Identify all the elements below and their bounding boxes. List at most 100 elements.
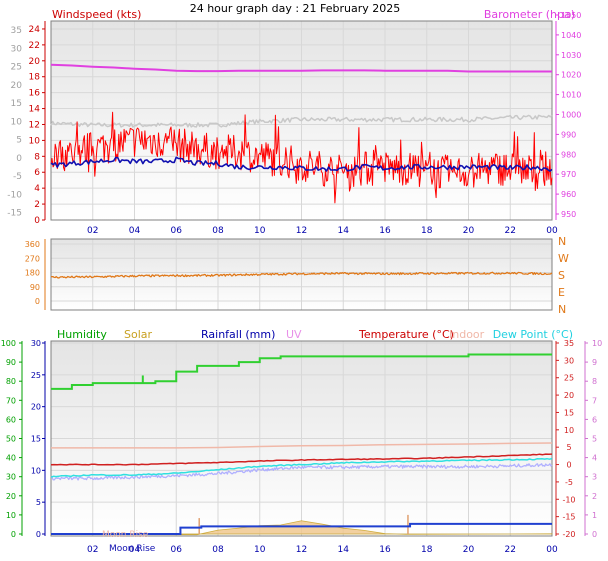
temperature-tick-label: 15 <box>564 408 574 417</box>
windspeed-tick-label: 0 <box>34 216 40 226</box>
grey-axis-tick: 20 <box>11 81 23 91</box>
wind-series-layer <box>50 63 553 204</box>
climate-series-layer <box>50 353 553 536</box>
uv-tick-label: 4 <box>592 454 597 463</box>
x-tick-label: 18 <box>421 545 433 555</box>
gust-grey-series <box>50 114 553 128</box>
x-tick-label: 18 <box>421 226 433 236</box>
x-tick-label: 06 <box>171 545 183 555</box>
temperature-tick-label: -10 <box>562 495 575 504</box>
grey-axis-tick: -10 <box>7 190 22 200</box>
rainfall-tick-label: 25 <box>31 371 41 380</box>
x-tick-label: 14 <box>338 545 350 555</box>
windspeed-tick-label: 10 <box>29 136 41 146</box>
uv-tick-label: 6 <box>592 415 597 424</box>
barometer-tick-label: 990 <box>561 130 576 139</box>
temperature-tick-label: 35 <box>564 339 574 348</box>
direction-series <box>50 271 553 279</box>
barometer-tick-label: 950 <box>561 210 576 219</box>
windspeed-tick-label: 8 <box>34 152 40 162</box>
direction-tick-label: 90 <box>30 283 40 292</box>
x-tick-label: 16 <box>379 226 391 236</box>
temperature-tick-label: 10 <box>564 426 574 435</box>
grey-axis-tick: 5 <box>16 136 22 146</box>
direction-tick-label: 360 <box>25 240 40 249</box>
temperature-tick-label: -20 <box>562 530 575 539</box>
grey-axis-tick: 15 <box>11 99 22 109</box>
x-tick-label: 10 <box>254 545 266 555</box>
grey-axis-tick: 30 <box>11 44 23 54</box>
x-tick-label: 00 <box>546 545 558 555</box>
temperature-tick-label: -15 <box>562 513 575 522</box>
x-tick-label: 16 <box>379 545 391 555</box>
direction-plot-frame <box>50 238 553 311</box>
moonrise-label: Moon Rise <box>109 544 156 554</box>
humidity-spike-mark <box>141 375 144 384</box>
uv-tick-label: 10 <box>592 339 602 348</box>
barometer-tick-label: 1010 <box>561 91 581 100</box>
direction-series-layer <box>50 271 553 279</box>
x-tick-label: 08 <box>212 226 224 236</box>
grey-axis-tick: 0 <box>16 154 22 164</box>
barometer-tick-label: 1030 <box>561 51 581 60</box>
climate-x-axis: 02 04 06 08 10 12 14 16 18 20 22 00 <box>87 545 558 555</box>
temperature-tick-label: 30 <box>564 356 574 365</box>
windspeed-tick-label: 20 <box>29 57 41 67</box>
rainfall-tick-label: 20 <box>31 403 41 412</box>
grey-axis-tick: -15 <box>7 209 22 219</box>
barometer-label: Barometer (hpa) <box>484 8 575 21</box>
x-tick-label: 06 <box>171 226 183 236</box>
rainfall-series <box>51 522 552 535</box>
humidity-series <box>51 353 552 390</box>
humidity-tick-label: 70 <box>6 396 16 405</box>
compass-tick-label: N <box>558 235 566 248</box>
barometer-tick-label: 970 <box>561 170 576 179</box>
barometer-tick-label: 1000 <box>561 111 581 120</box>
direction-tick-label: 0 <box>35 297 40 306</box>
grey-axis-tick: 25 <box>11 63 22 73</box>
wind-blue-series <box>50 156 553 172</box>
barometer-tick-label: 980 <box>561 150 576 159</box>
climate-plot-frame <box>50 340 553 537</box>
humidity-axis: 0 10 20 30 40 50 60 70 80 90 100 <box>1 339 23 539</box>
lavender-series <box>50 463 553 481</box>
grey-axis-tick: 35 <box>11 26 22 36</box>
windspeed-tick-label: 6 <box>34 168 40 178</box>
temperature-axis: -20 -15 -10 -5 0 5 10 15 20 25 30 35 <box>555 339 576 539</box>
rainfall-tick-label: 15 <box>31 435 41 444</box>
windspeed-tick-label: 14 <box>29 105 41 115</box>
windspeed-tick-label: 16 <box>29 89 41 99</box>
barometer-tick-label: 1050 <box>561 11 581 20</box>
windspeed-tick-label: 24 <box>29 25 41 35</box>
windspeed-tick-label: 4 <box>34 184 40 194</box>
x-tick-label: 02 <box>87 226 98 236</box>
barometer-tick-label: 960 <box>561 190 576 199</box>
direction-degree-axis: 0 90 180 270 360 <box>25 239 46 310</box>
windspeed-tick-label: 22 <box>29 41 40 51</box>
rainfall-label: Rainfall (mm) <box>201 328 275 341</box>
x-tick-label: 08 <box>212 545 224 555</box>
uv-axis: 0 1 2 3 4 5 6 7 8 9 10 <box>584 339 602 539</box>
compass-tick-label: E <box>558 286 565 299</box>
barometer-series <box>50 63 552 73</box>
windspeed-tick-label: 18 <box>29 73 41 83</box>
uv-tick-label: 3 <box>592 473 597 482</box>
rainfall-tick-label: 10 <box>31 466 41 475</box>
indoor-series <box>51 442 553 449</box>
compass-tick-label: W <box>558 252 569 265</box>
x-tick-label: 02 <box>87 545 98 555</box>
uv-tick-label: 2 <box>592 492 597 501</box>
windspeed-series <box>50 111 553 204</box>
humidity-tick-label: 100 <box>1 339 16 348</box>
compass-tick-label: S <box>558 269 565 282</box>
humidity-tick-label: 0 <box>11 530 16 539</box>
humidity-tick-label: 90 <box>6 358 16 367</box>
uv-tick-label: 7 <box>592 396 597 405</box>
x-tick-label: 04 <box>129 545 141 555</box>
rainfall-tick-label: 30 <box>31 339 41 348</box>
